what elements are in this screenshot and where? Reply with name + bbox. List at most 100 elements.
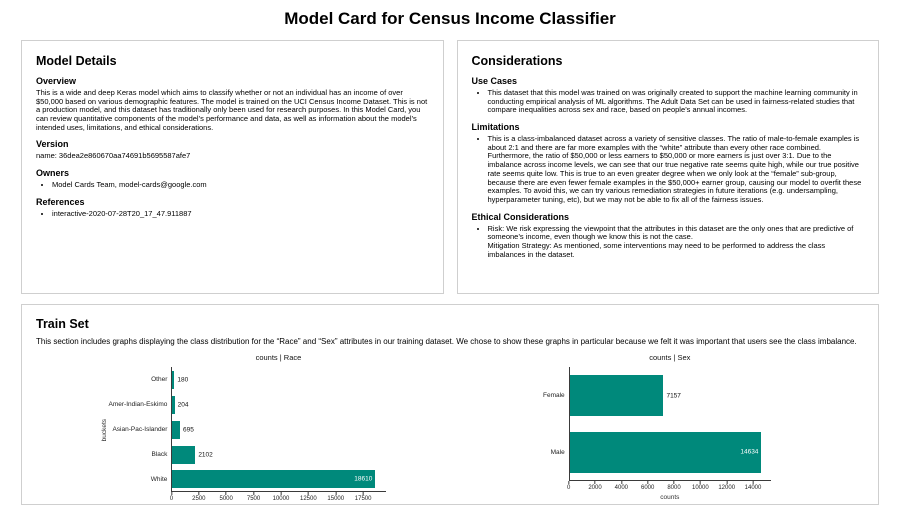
bar-track: 2102 bbox=[171, 442, 385, 468]
x-tick-label: 17500 bbox=[354, 496, 372, 503]
bar-value-label: 180 bbox=[177, 376, 189, 384]
y-tick-label: White bbox=[150, 476, 168, 484]
bar-value-label: 14634 bbox=[740, 448, 759, 456]
considerations-title: Considerations bbox=[471, 54, 563, 68]
x-tick: 2000 bbox=[588, 481, 602, 492]
bar-track: 14634 bbox=[568, 424, 771, 482]
x-tick: 4000 bbox=[615, 481, 628, 491]
bar-value-label: 204 bbox=[177, 401, 189, 409]
train-set-description: This section includes graphs displaying … bbox=[36, 337, 857, 346]
x-tick-label: 7500 bbox=[246, 496, 261, 503]
x-tick: 0 bbox=[567, 481, 570, 491]
limitation-item: This is a class-imbalanced dataset acros… bbox=[488, 134, 865, 205]
x-tick: 12500 bbox=[300, 492, 317, 502]
x-tick-mark bbox=[726, 481, 728, 485]
bar-track: 7157 bbox=[568, 367, 771, 425]
model-details-card: Model Details Overview This is a wide an… bbox=[21, 40, 444, 294]
references-heading: References bbox=[36, 196, 85, 207]
bar: 14634 bbox=[569, 431, 762, 473]
x-tick-mark bbox=[225, 492, 227, 496]
x-tick-label: 12500 bbox=[300, 496, 317, 503]
bar: 180 bbox=[172, 370, 188, 389]
bar-track: 204 bbox=[171, 392, 385, 418]
x-tick-mark bbox=[752, 481, 754, 485]
limitations-list: This is a class-imbalanced dataset acros… bbox=[472, 134, 865, 205]
use-cases-heading: Use Cases bbox=[471, 76, 518, 86]
bar-value-label: 2102 bbox=[198, 451, 213, 459]
owners-heading: Owners bbox=[36, 168, 70, 179]
x-tick-mark bbox=[335, 492, 337, 496]
bar-value-label: 18610 bbox=[354, 475, 373, 483]
x-tick-label: 4000 bbox=[614, 485, 629, 492]
x-tick: 12000 bbox=[718, 481, 735, 491]
x-tick: 7500 bbox=[247, 492, 260, 502]
bar: 695 bbox=[172, 420, 194, 439]
x-axis-label: counts bbox=[660, 494, 680, 502]
x-tick-label: 8000 bbox=[667, 485, 681, 492]
use-cases-list: This dataset that this model was trained… bbox=[472, 88, 865, 115]
x-tick: 8000 bbox=[667, 481, 681, 492]
x-tick-label: 5000 bbox=[219, 496, 233, 503]
charts-row: counts | Race buckets Other 180 Amer-Indian-… bbox=[36, 353, 864, 505]
x-axis: 0 2000 4000 6000 8000 10000 12000 14000 bbox=[567, 481, 771, 493]
train-set-card: Train Set This section includes graphs d… bbox=[21, 304, 879, 505]
x-tick: 10000 bbox=[692, 481, 709, 491]
overview-heading: Overview bbox=[36, 76, 77, 86]
x-axis-label: counts bbox=[171, 504, 385, 505]
x-tick-label: 10000 bbox=[272, 496, 290, 503]
plot-grid: counts | Race buckets Other 180 Amer-Indian-… bbox=[100, 353, 386, 505]
y-tick-label: Female bbox=[543, 392, 565, 400]
x-tick-mark bbox=[647, 481, 649, 485]
considerations-card: Considerations Use Cases This dataset th… bbox=[456, 40, 879, 294]
y-tick-label: Amer-Indian-Eskimo bbox=[108, 401, 168, 409]
x-tick: 17500 bbox=[354, 492, 372, 503]
bar-track: 695 bbox=[171, 417, 385, 443]
chart-title: counts | Race bbox=[255, 353, 302, 363]
x-tick: 15000 bbox=[327, 492, 344, 502]
x-tick-label: 15000 bbox=[327, 496, 345, 503]
version-heading: Version bbox=[36, 139, 69, 150]
x-tick: 14000 bbox=[744, 481, 762, 492]
x-tick-mark bbox=[620, 481, 622, 485]
x-tick-mark bbox=[673, 481, 675, 485]
x-tick-label: 2000 bbox=[588, 485, 602, 492]
owner-item: Model Cards Team, model-cards@google.com bbox=[52, 180, 429, 190]
y-tick-label: Asian-Pac-Islander bbox=[112, 426, 168, 434]
sex-chart-container: counts | Sex Female 7157 Male 14634 0 2000 4000… bbox=[450, 353, 864, 504]
version-text: name: 36dea2e860670aa74691b5695587afe7 bbox=[36, 151, 191, 161]
x-tick-label: 14000 bbox=[744, 485, 762, 492]
bar-value-label: 7157 bbox=[666, 392, 681, 400]
race-chart-container: counts | Race buckets Other 180 Amer-Indian-… bbox=[36, 353, 450, 505]
reference-item: interactive-2020-07-28T20_17_47.911887 bbox=[52, 209, 429, 219]
x-tick-mark bbox=[362, 492, 364, 496]
page-title: Model Card for Census Income Classifier bbox=[284, 9, 616, 28]
chart-title: counts | Sex bbox=[649, 353, 691, 363]
x-tick: 5000 bbox=[219, 492, 233, 503]
limitations-heading: Limitations bbox=[471, 122, 520, 133]
x-tick: 2500 bbox=[192, 492, 205, 502]
references-list: interactive-2020-07-28T20_17_47.911887 bbox=[36, 209, 429, 219]
bar-track: 180 bbox=[171, 367, 385, 393]
y-axis-label: buckets bbox=[100, 418, 108, 441]
x-tick-label: 10000 bbox=[692, 485, 709, 492]
ethical-considerations-heading: Ethical Considerations bbox=[471, 211, 570, 222]
x-tick-label: 2500 bbox=[192, 496, 206, 503]
overview-text: This is a wide and deep Keras model whic… bbox=[36, 88, 428, 132]
x-tick-mark bbox=[198, 492, 200, 496]
owners-list: Model Cards Team, model-cards@google.com bbox=[36, 180, 429, 190]
x-axis: 0 2500 5000 7500 10000 12500 15000 17500 bbox=[169, 492, 385, 504]
x-tick-label: 0 bbox=[169, 496, 174, 503]
y-tick-label: Other bbox=[151, 376, 168, 384]
x-tick-mark bbox=[170, 492, 172, 496]
use-case-item: This dataset that this model was trained… bbox=[488, 88, 865, 115]
x-tick: 6000 bbox=[641, 481, 654, 491]
x-tick-label: 6000 bbox=[641, 485, 655, 492]
x-tick-label: 12000 bbox=[718, 485, 736, 492]
y-tick-label: Male bbox=[550, 449, 565, 457]
bar: 204 bbox=[172, 395, 188, 414]
bar: 18610 bbox=[172, 470, 376, 489]
bar-track: 18610 bbox=[171, 467, 386, 493]
y-tick-label: Black bbox=[151, 451, 168, 459]
x-tick-mark bbox=[253, 492, 255, 496]
